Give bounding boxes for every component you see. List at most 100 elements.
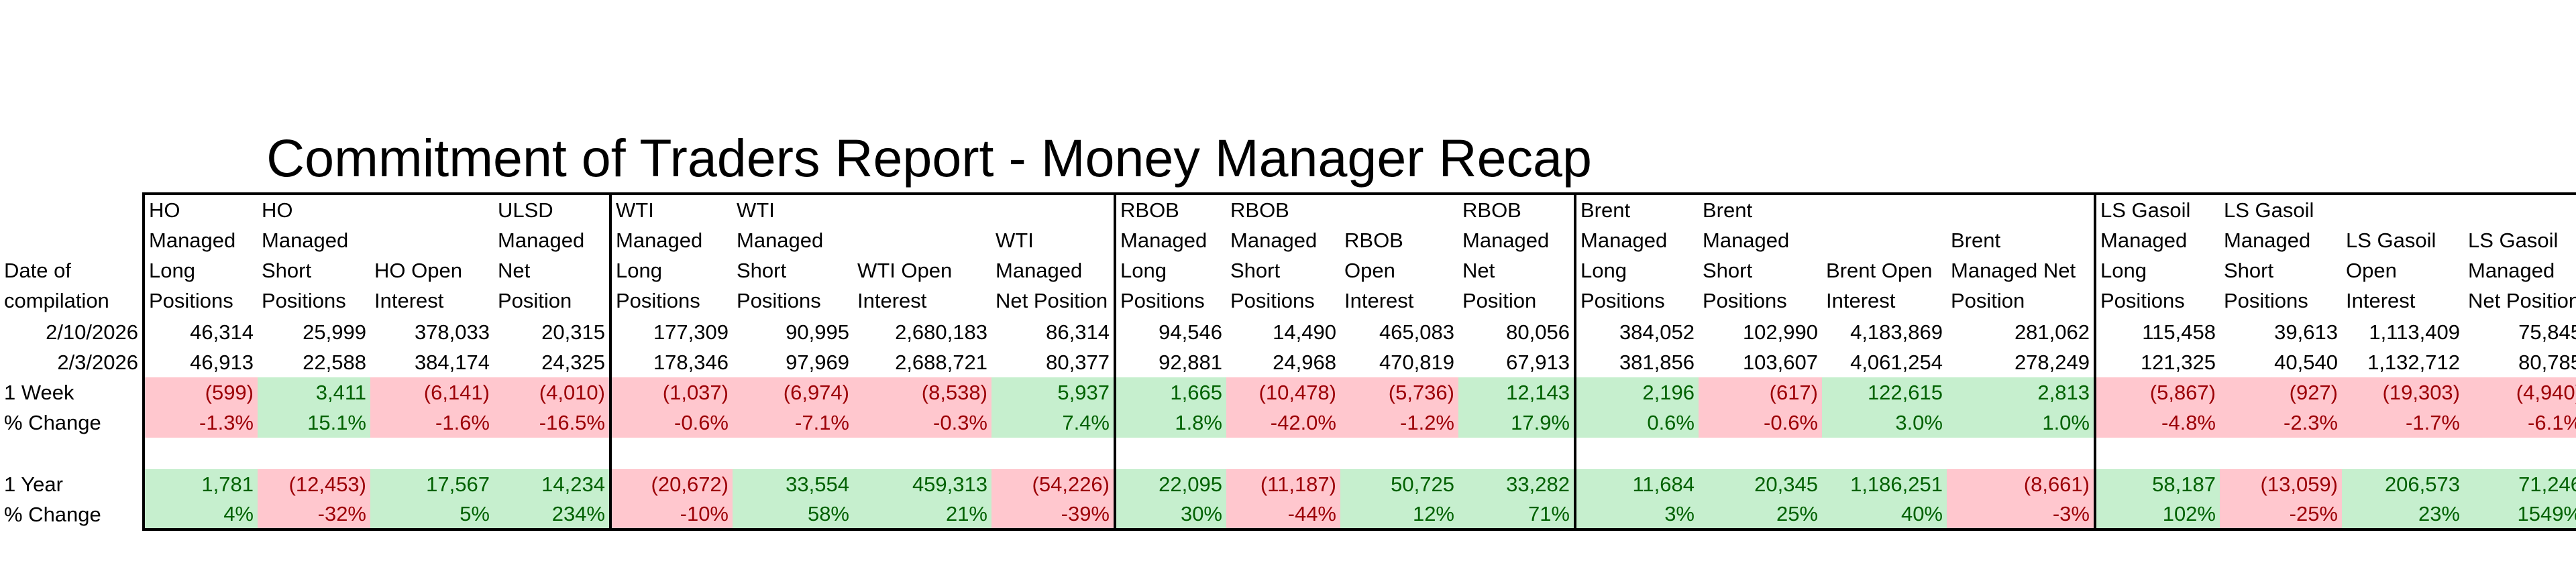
value-cell: -1.6% bbox=[370, 408, 494, 438]
value-cell: 33,282 bbox=[1458, 469, 1575, 499]
value-cell: 25% bbox=[1699, 499, 1822, 529]
report-title: Commitment of Traders Report - Money Man… bbox=[0, 125, 1858, 192]
value-cell: -42.0% bbox=[1226, 408, 1340, 438]
value-cell: 46,314 bbox=[144, 317, 258, 347]
value-cell: 2,813 bbox=[1947, 377, 2095, 408]
value-cell: 30% bbox=[1115, 499, 1226, 529]
value-cell: 39,613 bbox=[2220, 317, 2342, 347]
column-header: Brent Managed Long Positions bbox=[1575, 194, 1699, 317]
spacer-cell bbox=[1575, 438, 1699, 469]
spacer-cell bbox=[258, 438, 370, 469]
value-cell: -32% bbox=[258, 499, 370, 529]
cot-recap-table: Date of compilation HO Managed Long Posit… bbox=[0, 192, 2576, 531]
value-cell: 33,554 bbox=[733, 469, 853, 499]
value-cell: -0.6% bbox=[1699, 408, 1822, 438]
value-cell: 281,062 bbox=[1947, 317, 2095, 347]
value-cell: 86,314 bbox=[991, 317, 1115, 347]
value-cell: 1,132,712 bbox=[2342, 347, 2464, 377]
value-cell: 11,684 bbox=[1575, 469, 1699, 499]
value-cell: -1.2% bbox=[1340, 408, 1458, 438]
value-cell: 206,573 bbox=[2342, 469, 2464, 499]
value-cell: 177,309 bbox=[610, 317, 733, 347]
value-cell: 17,567 bbox=[370, 469, 494, 499]
value-cell: 7.4% bbox=[991, 408, 1115, 438]
value-cell: 14,490 bbox=[1226, 317, 1340, 347]
value-cell: 92,881 bbox=[1115, 347, 1226, 377]
value-cell: 122,615 bbox=[1822, 377, 1947, 408]
value-cell: 2,680,183 bbox=[853, 317, 991, 347]
spacer-cell bbox=[1340, 438, 1458, 469]
value-cell: (4,010) bbox=[494, 377, 610, 408]
value-cell: -25% bbox=[2220, 499, 2342, 529]
value-cell: (8,661) bbox=[1947, 469, 2095, 499]
column-header: WTI Managed Net Position bbox=[991, 194, 1115, 317]
value-cell: 80,377 bbox=[991, 347, 1115, 377]
value-cell: 58% bbox=[733, 499, 853, 529]
value-cell: -10% bbox=[610, 499, 733, 529]
value-cell: (10,478) bbox=[1226, 377, 1340, 408]
value-cell: 4% bbox=[144, 499, 258, 529]
column-header: LS Gasoil Managed Long Positions bbox=[2095, 194, 2220, 317]
value-cell: 14,234 bbox=[494, 469, 610, 499]
value-cell: 17.9% bbox=[1458, 408, 1575, 438]
column-header: HO Managed Short Positions bbox=[258, 194, 370, 317]
value-cell: (5,867) bbox=[2095, 377, 2220, 408]
value-cell: (599) bbox=[144, 377, 258, 408]
spacer-cell bbox=[494, 438, 610, 469]
value-cell: 67,913 bbox=[1458, 347, 1575, 377]
row-label-header: Date of compilation bbox=[0, 194, 144, 317]
value-cell: -0.3% bbox=[853, 408, 991, 438]
value-cell: 1,781 bbox=[144, 469, 258, 499]
value-cell: -2.3% bbox=[2220, 408, 2342, 438]
value-cell: 1,113,409 bbox=[2342, 317, 2464, 347]
column-header: Brent Managed Short Positions bbox=[1699, 194, 1822, 317]
column-header: LS Gasoil Managed Net Position bbox=[2464, 194, 2576, 317]
value-cell: (5,736) bbox=[1340, 377, 1458, 408]
column-header: RBOB Managed Long Positions bbox=[1115, 194, 1226, 317]
spacer-cell bbox=[370, 438, 494, 469]
value-cell: 115,458 bbox=[2095, 317, 2220, 347]
value-cell: (8,538) bbox=[853, 377, 991, 408]
value-cell: (12,453) bbox=[258, 469, 370, 499]
value-cell: -1.3% bbox=[144, 408, 258, 438]
value-cell: 20,345 bbox=[1699, 469, 1822, 499]
value-cell: 1.8% bbox=[1115, 408, 1226, 438]
value-cell: 50,725 bbox=[1340, 469, 1458, 499]
spacer-cell bbox=[853, 438, 991, 469]
value-cell: 384,174 bbox=[370, 347, 494, 377]
value-cell: (20,672) bbox=[610, 469, 733, 499]
value-cell: 46,913 bbox=[144, 347, 258, 377]
column-header: LS Gasoil Open Interest bbox=[2342, 194, 2464, 317]
value-cell: (19,303) bbox=[2342, 377, 2464, 408]
value-cell: (54,226) bbox=[991, 469, 1115, 499]
value-cell: (11,187) bbox=[1226, 469, 1340, 499]
value-cell: 1.0% bbox=[1947, 408, 2095, 438]
column-header: RBOB Managed Short Positions bbox=[1226, 194, 1340, 317]
spacer-cell bbox=[991, 438, 1115, 469]
value-cell: (617) bbox=[1699, 377, 1822, 408]
spacer-cell bbox=[1699, 438, 1822, 469]
value-cell: 80,056 bbox=[1458, 317, 1575, 347]
value-cell: 1549% bbox=[2464, 499, 2576, 529]
value-cell: 20,315 bbox=[494, 317, 610, 347]
column-header: Brent Managed Net Position bbox=[1947, 194, 2095, 317]
value-cell: 102% bbox=[2095, 499, 2220, 529]
value-cell: -39% bbox=[991, 499, 1115, 529]
value-cell: 90,995 bbox=[733, 317, 853, 347]
value-cell: -1.7% bbox=[2342, 408, 2464, 438]
value-cell: 71,246 bbox=[2464, 469, 2576, 499]
value-cell: 121,325 bbox=[2095, 347, 2220, 377]
column-header: ULSD Managed Net Position bbox=[494, 194, 610, 317]
value-cell: 470,819 bbox=[1340, 347, 1458, 377]
value-cell: 3,411 bbox=[258, 377, 370, 408]
value-cell: -3% bbox=[1947, 499, 2095, 529]
spacer-cell bbox=[0, 438, 144, 469]
value-cell: (927) bbox=[2220, 377, 2342, 408]
value-cell: 378,033 bbox=[370, 317, 494, 347]
value-cell: 0.6% bbox=[1575, 408, 1699, 438]
spacer-cell bbox=[2220, 438, 2342, 469]
value-cell: 4,183,869 bbox=[1822, 317, 1947, 347]
value-cell: 80,785 bbox=[2464, 347, 2576, 377]
column-header: Brent Open Interest bbox=[1822, 194, 1947, 317]
value-cell: 381,856 bbox=[1575, 347, 1699, 377]
